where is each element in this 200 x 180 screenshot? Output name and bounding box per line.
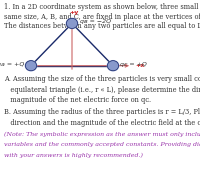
- Text: qв = −2Q: qв = −2Q: [80, 19, 111, 24]
- Text: qᴄ = +Q: qᴄ = +Q: [120, 62, 147, 67]
- Circle shape: [107, 61, 119, 71]
- Text: +x: +x: [135, 63, 144, 68]
- Circle shape: [25, 61, 37, 71]
- Text: qа = +Q: qа = +Q: [0, 62, 24, 67]
- Text: The distances between any two particles are all equal to L.: The distances between any two particles …: [4, 22, 200, 30]
- Text: (Note: The symbolic expression as the answer must only include the given: (Note: The symbolic expression as the an…: [4, 131, 200, 137]
- Text: same size, A, B, and C, are fixed in place at the vertices of an equilateral tri: same size, A, B, and C, are fixed in pla…: [4, 13, 200, 21]
- Text: B. Assuming the radius of the three particles is r = L/3, Please determine the: B. Assuming the radius of the three part…: [4, 108, 200, 116]
- Text: with your answers is highly recommended.): with your answers is highly recommended.…: [4, 153, 143, 158]
- Text: direction and the magnitude of the electric field at the center of qᴄ.: direction and the magnitude of the elect…: [4, 119, 200, 127]
- Text: variables and the commonly accepted constants. Providing diagrams: variables and the commonly accepted cons…: [4, 142, 200, 147]
- Text: magnitude of the net electric force on qᴄ.: magnitude of the net electric force on q…: [4, 96, 151, 104]
- Circle shape: [66, 18, 78, 28]
- Text: A. Assuming the size of the three particles is very small compared to the: A. Assuming the size of the three partic…: [4, 75, 200, 83]
- Text: +y: +y: [69, 10, 78, 15]
- Text: 1. In a 2D coordinate system as shown below, three small charged particles with : 1. In a 2D coordinate system as shown be…: [4, 3, 200, 11]
- Text: equilateral triangle (i.e., r « L), please determine the direction and the: equilateral triangle (i.e., r « L), plea…: [4, 86, 200, 93]
